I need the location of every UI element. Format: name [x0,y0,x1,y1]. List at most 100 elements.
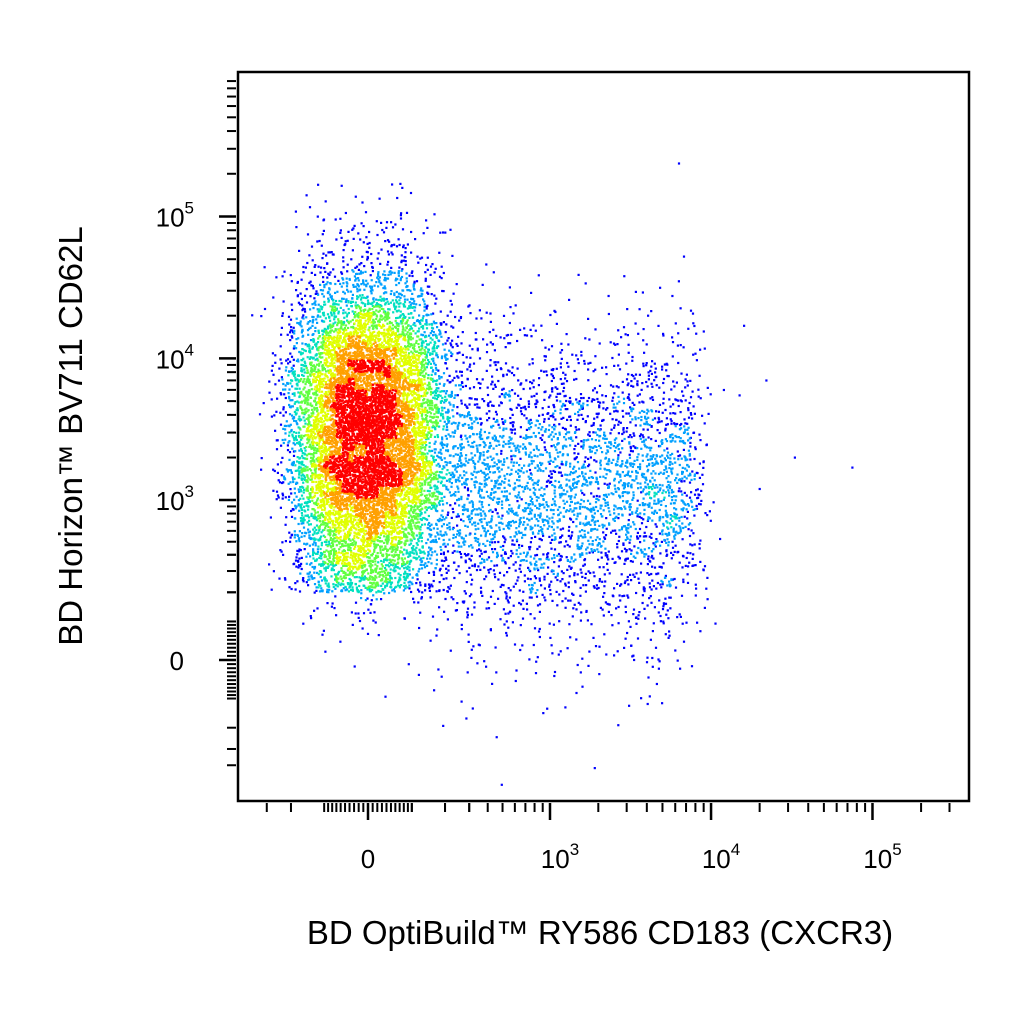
data-point [486,478,489,481]
data-point [676,450,679,453]
data-point [485,490,488,493]
data-point [602,401,605,404]
data-point [422,232,425,235]
data-point [299,320,302,323]
data-point [312,287,315,290]
data-point [678,428,681,431]
data-point [489,533,492,536]
data-point [509,421,512,425]
data-point [552,460,555,463]
data-point [686,463,689,467]
data-point [495,736,498,739]
data-point [575,482,579,485]
data-point [288,397,291,400]
data-point [627,435,630,439]
data-point [670,551,673,554]
data-point [455,466,458,469]
data-point [468,501,471,504]
data-point [489,341,492,344]
data-point [483,479,486,482]
data-point [297,337,300,340]
data-point [691,417,694,420]
data-point [583,362,586,365]
data-point [610,461,613,464]
data-point [556,526,559,529]
data-point [584,483,587,486]
data-point [674,586,678,589]
data-point [550,503,554,506]
data-point [549,456,552,459]
data-point [362,281,365,285]
data-point [538,516,542,519]
data-point [309,615,312,618]
data-point [636,499,639,502]
data-point [418,590,421,593]
data-point [436,527,439,530]
data-point [342,282,345,285]
data-point [483,485,486,488]
data-point [269,516,272,519]
data-point [476,406,479,409]
data-point [294,210,297,213]
data-point [472,362,476,365]
data-point [277,379,281,382]
data-point [404,251,407,254]
data-point [656,540,659,543]
data-point [540,539,543,542]
data-point [697,395,700,398]
data-point [548,454,551,457]
data-point [667,484,670,487]
data-point [516,367,519,370]
data-point [655,455,659,458]
data-point [595,476,598,479]
data-point [522,533,525,537]
data-point [646,656,649,659]
data-point [514,447,517,450]
data-point [634,418,637,421]
data-point [618,535,621,538]
data-point [549,394,552,397]
data-point [584,517,587,520]
data-point [477,491,480,495]
data-point [464,457,467,460]
data-point [654,371,657,374]
data-point [642,588,645,591]
data-point [547,412,550,415]
data-point [562,402,565,406]
data-point [350,258,353,261]
data-point [550,547,553,550]
data-point [456,394,459,397]
data-point [452,404,455,407]
data-point [319,271,322,274]
data-point [631,479,634,482]
data-point [486,343,489,346]
data-point [668,460,672,463]
data-point [648,517,651,520]
data-point [543,391,546,394]
data-point [665,550,668,553]
data-point [517,468,520,472]
data-point [478,548,481,551]
data-point [488,496,491,499]
data-point [665,362,668,365]
data-point [589,456,592,459]
data-point [466,607,470,610]
data-point [415,319,419,323]
data-point [671,336,674,339]
data-point [613,410,616,413]
data-point [454,445,457,448]
data-point [641,594,644,597]
data-point [570,437,573,440]
data-point [458,457,461,460]
data-point [369,274,372,277]
data-point [489,568,492,571]
data-point [305,581,308,584]
data-point [654,523,657,526]
data-point [666,521,669,524]
data-point [553,500,556,503]
data-point [512,421,515,424]
data-point [449,351,453,354]
data-point [356,283,359,286]
data-point [505,499,508,502]
data-point [654,367,657,370]
